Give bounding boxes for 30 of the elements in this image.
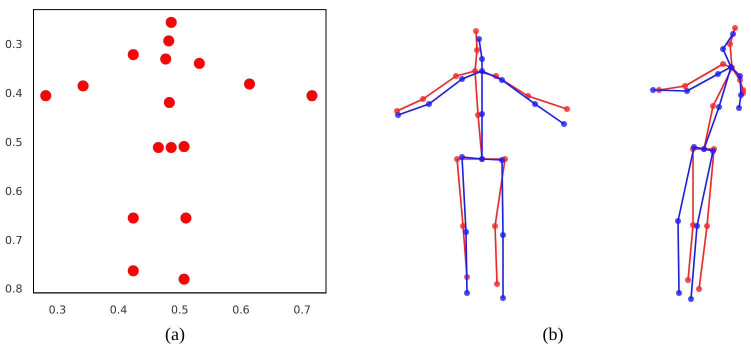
y-tick-label: 0.7 [4,234,22,247]
y-tick-label: 0.6 [4,184,22,198]
point [180,212,192,224]
point [40,90,52,102]
point [152,142,164,154]
point [128,212,139,224]
point [128,49,139,60]
text: (a) [165,324,185,345]
point [163,35,174,46]
point [178,141,190,152]
x-tick-label: 0.7 [293,303,311,316]
y-tick-label: 0.8 [4,282,22,296]
y-tick-label: 0.4 [4,87,22,100]
point [306,90,318,102]
x-tick-label: 0.4 [110,303,128,316]
point [78,80,89,92]
point [194,58,205,69]
point [166,142,177,154]
point [244,78,256,90]
y-tick-label: 0.5 [4,136,22,149]
point [128,265,139,276]
point [164,97,175,108]
x-tick-label: 0.3 [48,303,66,316]
point [178,274,190,285]
x-tick-label: 0.5 [170,303,188,316]
y-tick-label: 0.3 [4,38,22,52]
text: (b) [542,324,564,345]
point [166,16,177,28]
x-tick-label: 0.6 [232,303,250,316]
point [160,54,172,64]
